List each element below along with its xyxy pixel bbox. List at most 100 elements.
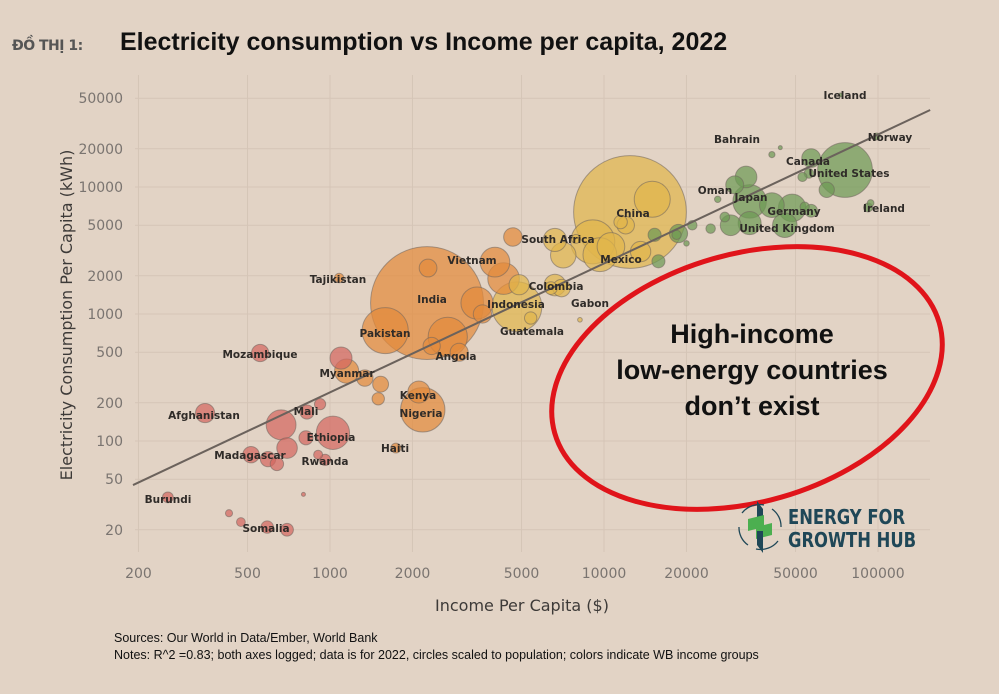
bubble-tajikistan	[333, 272, 345, 284]
bubble-belarus	[570, 233, 581, 244]
y-tick-label: 50	[105, 472, 123, 488]
bubble-france	[759, 192, 785, 218]
country-label: Germany	[767, 206, 820, 218]
y-tick-label: 5000	[87, 218, 123, 234]
bubble-portugal	[705, 223, 716, 234]
logo-text-line-2: GROWTH HUB	[788, 530, 916, 553]
x-tick-label: 1000	[312, 566, 348, 582]
country-label: Pakistan	[360, 328, 411, 340]
footer: Sources: Our World in Data/Ember, World …	[114, 630, 759, 664]
bubble-somalia	[260, 520, 274, 534]
annotation-line-2: low-energy countries	[616, 355, 888, 385]
x-tick-label: 10000	[582, 566, 627, 582]
bubble-mali	[299, 404, 315, 420]
country-label: Ethiopia	[307, 432, 356, 444]
x-tick-label: 2000	[395, 566, 431, 582]
bubble-australia	[818, 181, 835, 198]
y-tick-label: 20	[105, 523, 123, 539]
country-label: Afghanistan	[168, 410, 240, 422]
x-tick-label: 20000	[664, 566, 709, 582]
bubble-togo	[313, 449, 324, 460]
bubbles	[161, 92, 881, 537]
annotation-line-3: don’t exist	[684, 391, 819, 421]
x-axis-label: Income Per Capita ($)	[435, 596, 609, 615]
x-tick-label: 5000	[504, 566, 540, 582]
notes-text: Notes: R^2 =0.83; both axes logged; data…	[114, 648, 759, 662]
bubble-united-kingdom	[772, 212, 798, 239]
bubble-ethiopia	[315, 415, 351, 450]
y-tick-label: 500	[96, 345, 123, 361]
bubble-russia	[633, 180, 671, 218]
bubble-myanmar	[329, 346, 353, 370]
country-label: Gabon	[571, 298, 609, 310]
country-label: Indonesia	[487, 299, 545, 311]
y-axis-ticks: 20 50 100 200 500 1000 2000 5000 10000 20000 50000	[78, 91, 123, 539]
country-label: Guatemala	[500, 326, 564, 338]
sources-text: Sources: Our World in Data/Ember, World …	[114, 631, 378, 645]
country-label: China	[616, 208, 649, 220]
bubble-south-sudan	[300, 491, 306, 497]
country-label: Colombia	[529, 281, 584, 293]
x-axis-ticks: 200 500 1000 2000 5000 10000 20000 50000 100000	[125, 566, 905, 582]
bubble-uganda	[276, 437, 298, 459]
country-label: Vietnam	[447, 255, 496, 267]
y-tick-label: 50000	[78, 91, 123, 107]
logo-text-line-1: ENERGY FOR	[788, 507, 905, 530]
country-label: Japan	[733, 192, 767, 204]
chart-title: Electricity consumption vs Income per ca…	[120, 28, 728, 56]
country-label: Haiti	[381, 443, 409, 455]
country-label: India	[417, 294, 447, 306]
energy-for-growth-hub-logo-icon	[738, 501, 782, 553]
bubble-burundi	[161, 491, 174, 504]
bubble-kenya	[407, 380, 431, 404]
country-label: Ireland	[863, 203, 905, 215]
bubble-afghanistan	[194, 402, 216, 424]
y-tick-label: 20000	[78, 142, 123, 158]
country-label: South Africa	[521, 234, 594, 246]
y-tick-label: 100	[96, 434, 123, 450]
country-label: Oman	[698, 185, 732, 197]
logo: ENERGY FOR GROWTH HUB	[738, 501, 916, 553]
country-label: Burundi	[145, 494, 192, 506]
country-label: Bahrain	[714, 134, 760, 146]
country-label: United Kingdom	[739, 223, 834, 235]
country-label: Canada	[786, 156, 830, 168]
figure-tag: ĐỒ THỊ 1:	[12, 38, 83, 54]
bubble-cameroon	[372, 375, 390, 393]
country-label: Nigeria	[400, 408, 443, 420]
trend-line	[132, 109, 931, 486]
bubble-mozambique	[251, 343, 270, 363]
country-label: Angola	[435, 351, 476, 363]
bubble-burkina-faso	[298, 430, 314, 446]
bubble-uzbekistan	[418, 258, 438, 278]
country-label: United States	[809, 168, 890, 180]
bubble-malawi	[269, 456, 285, 472]
bubble-central-african-republic	[224, 509, 234, 518]
country-label: Mali	[294, 406, 319, 418]
x-tick-label: 100000	[851, 566, 904, 582]
bubble-ukraine	[503, 227, 523, 247]
country-label: Norway	[868, 132, 913, 144]
y-tick-label: 2000	[87, 269, 123, 285]
bubble-iceland	[838, 92, 844, 98]
y-tick-label: 10000	[78, 180, 123, 196]
country-label: Tajikistan	[310, 274, 367, 286]
country-label: Mozambique	[222, 349, 297, 361]
bubble-madagascar	[242, 445, 260, 464]
country-labels: Burundi Afghanistan Mozambique Madagascar So…	[145, 90, 913, 535]
bubble-chad	[280, 522, 294, 537]
bubble-czechia	[719, 211, 731, 223]
bubble-south-africa	[542, 227, 568, 253]
annotation-ellipse	[549, 244, 945, 512]
bubble-uruguay	[683, 240, 690, 247]
bubble-israel	[799, 201, 810, 212]
country-label: Somalia	[242, 523, 289, 535]
country-label: Myanmar	[319, 368, 375, 380]
y-tick-label: 1000	[87, 307, 123, 323]
x-tick-label: 50000	[773, 566, 818, 582]
country-label: Mexico	[600, 254, 641, 266]
y-tick-label: 200	[96, 396, 123, 412]
bubble-pakistan	[361, 307, 409, 355]
country-label: Rwanda	[302, 456, 349, 468]
